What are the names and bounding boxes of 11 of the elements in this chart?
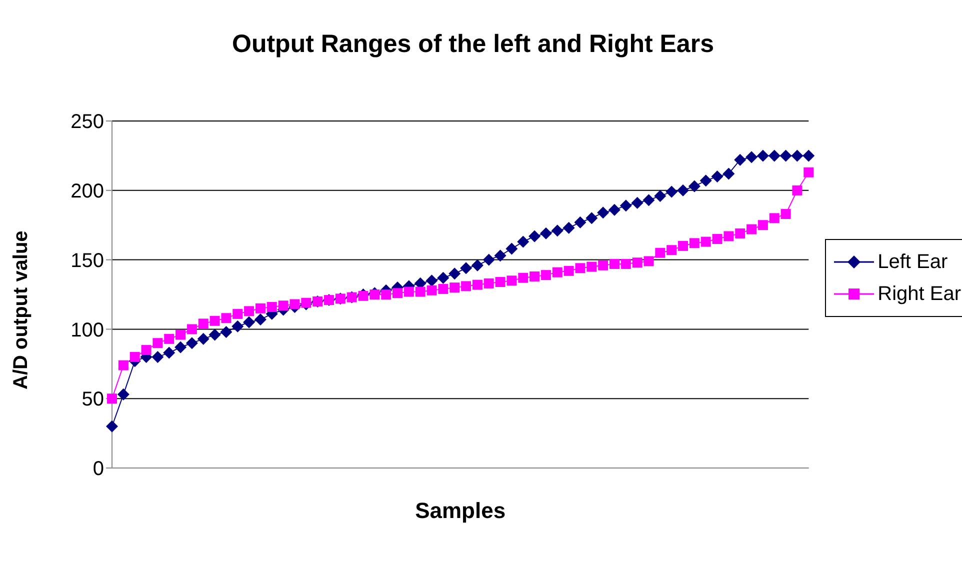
x-axis-title: Samples	[415, 498, 506, 523]
y-axis-title: A/D output value	[10, 230, 32, 390]
legend-label: Left Ear	[878, 250, 948, 274]
chart-title: Output Ranges of the left and Right Ears	[231, 30, 715, 59]
y-tick-label: 50	[82, 388, 104, 411]
y-tick-label: 200	[70, 180, 104, 202]
y-tick-label: 250	[70, 111, 104, 134]
y-tick-label: 0	[92, 458, 104, 480]
legend-label: Right Ear	[878, 282, 961, 306]
y-tick-label: 150	[70, 250, 104, 272]
y-tick-label: 100	[70, 319, 104, 342]
